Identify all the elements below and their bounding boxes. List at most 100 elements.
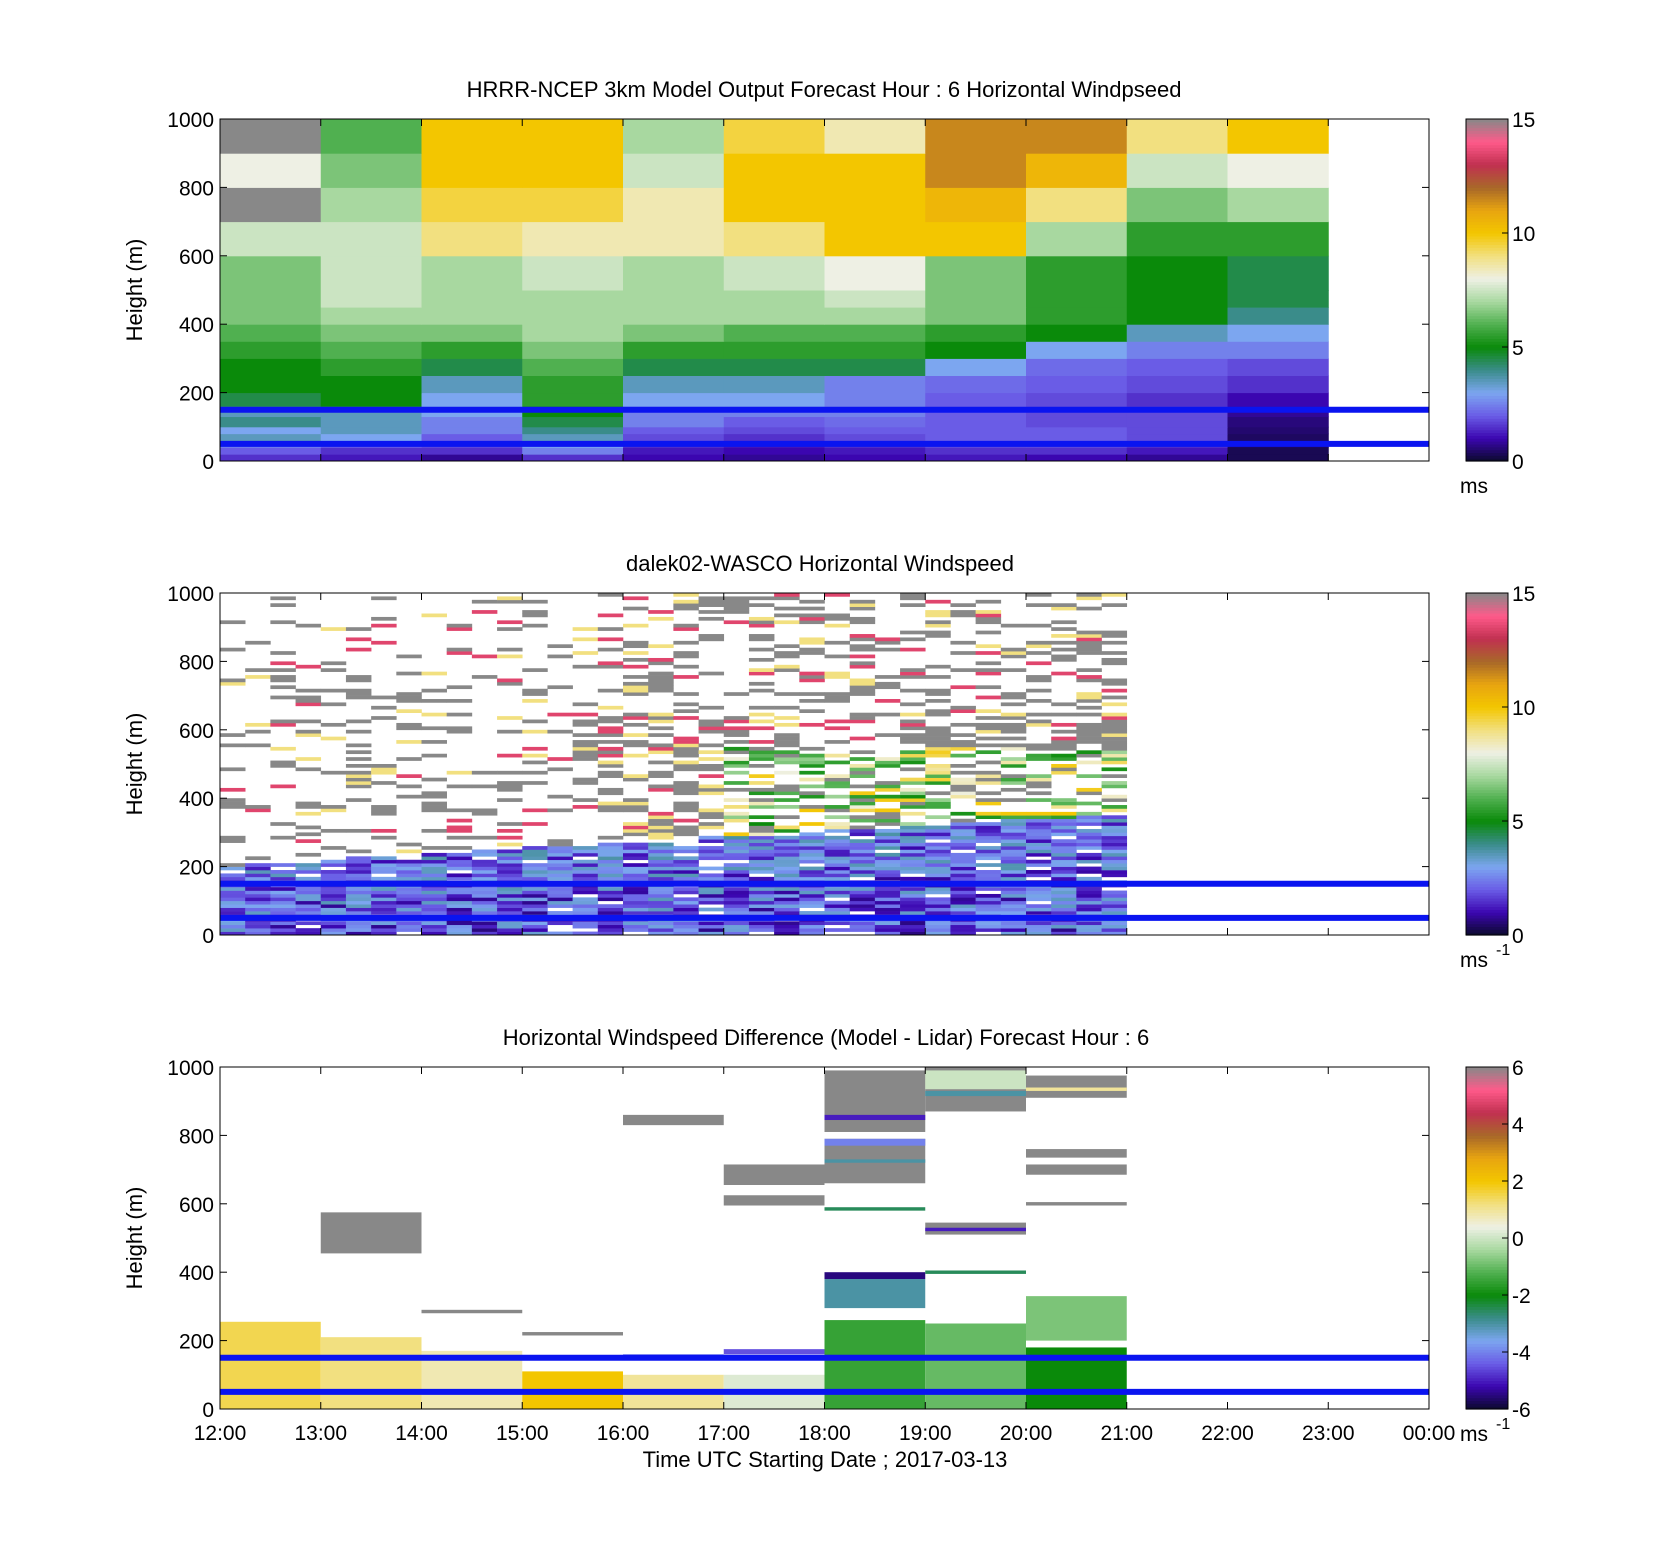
- lidar-cell: [345, 856, 372, 861]
- lidar-cell: [572, 743, 599, 748]
- lidar-cell: [874, 911, 901, 915]
- model-cell: [824, 324, 926, 342]
- x-tick-label: 00:00: [1403, 1422, 1456, 1445]
- lidar-cell: [1026, 699, 1052, 703]
- model-cell: [320, 187, 422, 223]
- lidar-cell: [673, 870, 699, 874]
- model-cell: [1026, 153, 1128, 188]
- lidar-cell: [1026, 832, 1052, 837]
- model-cell: [220, 447, 322, 455]
- lidar-cell: [648, 716, 674, 720]
- lidar-cell: [471, 610, 498, 614]
- model-cell: [522, 375, 624, 394]
- lidar-cell: [925, 846, 951, 850]
- lidar-cell: [220, 911, 246, 915]
- lidar-cell: [1026, 781, 1052, 785]
- lidar-cell: [371, 887, 397, 891]
- model-cell: [723, 341, 825, 359]
- lidar-cell: [245, 904, 271, 908]
- lidar-cell: [748, 740, 775, 744]
- lidar-cell: [295, 801, 322, 806]
- lidar-cell: [698, 729, 725, 734]
- model-cell: [623, 307, 725, 325]
- lidar-cell: [673, 876, 699, 881]
- lidar-cell: [396, 928, 422, 932]
- lidar-cell: [1076, 801, 1102, 806]
- difference-cell: [925, 1070, 1026, 1090]
- colorbar-swatch: [1466, 150, 1508, 154]
- lidar-cell: [572, 753, 599, 758]
- lidar-cell: [396, 794, 422, 799]
- model-cell: [1126, 433, 1228, 441]
- lidar-cell: [623, 911, 649, 915]
- lidar-cell: [522, 856, 548, 861]
- colorbar-swatch: [1466, 1141, 1508, 1145]
- model-cell: [421, 447, 523, 455]
- lidar-cell: [748, 757, 775, 761]
- lidar-cell: [648, 842, 674, 847]
- model-cell: [1227, 341, 1329, 359]
- colorbar-swatch: [1466, 250, 1508, 254]
- lidar-cell: [572, 931, 599, 935]
- colorbar-swatch: [1466, 647, 1508, 651]
- lidar-cell: [1051, 640, 1077, 645]
- model-cell: [824, 341, 926, 359]
- colorbar-swatch: [1466, 204, 1508, 208]
- lidar-cell: [774, 593, 800, 597]
- lidar-cell: [950, 928, 976, 932]
- lidar-cell: [774, 736, 800, 741]
- model-cell: [320, 341, 422, 359]
- lidar-cell: [522, 911, 548, 915]
- lidar-cell: [748, 842, 775, 847]
- colorbar-swatch: [1466, 1403, 1508, 1407]
- lidar-cell: [270, 760, 296, 765]
- colorbar-swatch: [1466, 275, 1508, 280]
- lidar-cell: [824, 856, 850, 861]
- lidar-cell: [774, 644, 800, 649]
- lidar-cell: [900, 767, 926, 772]
- lidar-cell: [673, 750, 699, 755]
- lidar-cell: [698, 764, 725, 768]
- lidar-cell: [925, 746, 951, 751]
- lidar-cell: [774, 753, 800, 758]
- model-cell: [1227, 392, 1329, 407]
- colorbar-swatch: [1466, 869, 1508, 873]
- colorbar-swatch: [1466, 287, 1508, 291]
- lidar-cell: [1051, 887, 1077, 891]
- model-cell: [723, 290, 825, 308]
- lidar-cell: [345, 688, 372, 693]
- lidar-cell: [673, 900, 699, 905]
- lidar-cell: [874, 842, 901, 847]
- lidar-cell: [1051, 846, 1077, 850]
- colorbar-swatch: [1466, 878, 1508, 882]
- lidar-cell: [673, 740, 699, 744]
- colorbar-swatch: [1466, 164, 1508, 169]
- lidar-cell: [270, 835, 296, 840]
- lidar-cell: [245, 873, 271, 878]
- lidar-cell: [320, 661, 347, 666]
- colorbar-swatch: [1466, 758, 1508, 762]
- colorbar-swatch: [1466, 1289, 1508, 1293]
- lidar-cell: [446, 835, 473, 840]
- lidar-cell: [1000, 828, 1027, 833]
- lidar-cell: [900, 852, 926, 857]
- lidar-cell: [497, 654, 523, 659]
- lidar-cell: [849, 805, 876, 809]
- lidar-cell: [597, 870, 624, 874]
- lidar-cell: [1051, 603, 1077, 607]
- lidar-cell: [799, 613, 825, 618]
- lidar-cell: [950, 787, 976, 792]
- lidar-cell: [874, 760, 901, 765]
- lidar-cell: [900, 733, 926, 737]
- colorbar-swatch: [1466, 1172, 1508, 1176]
- colorbar-swatch: [1466, 332, 1508, 337]
- lidar-cell: [950, 911, 976, 915]
- colorbar-swatch: [1466, 818, 1508, 822]
- lidar-cell: [597, 760, 624, 765]
- lidar-cell: [597, 808, 624, 813]
- model-cell: [925, 416, 1027, 428]
- lidar-cell: [925, 828, 951, 833]
- lidar-cell: [320, 876, 347, 881]
- lidar-cell: [471, 876, 498, 881]
- colorbar-swatch: [1466, 755, 1508, 759]
